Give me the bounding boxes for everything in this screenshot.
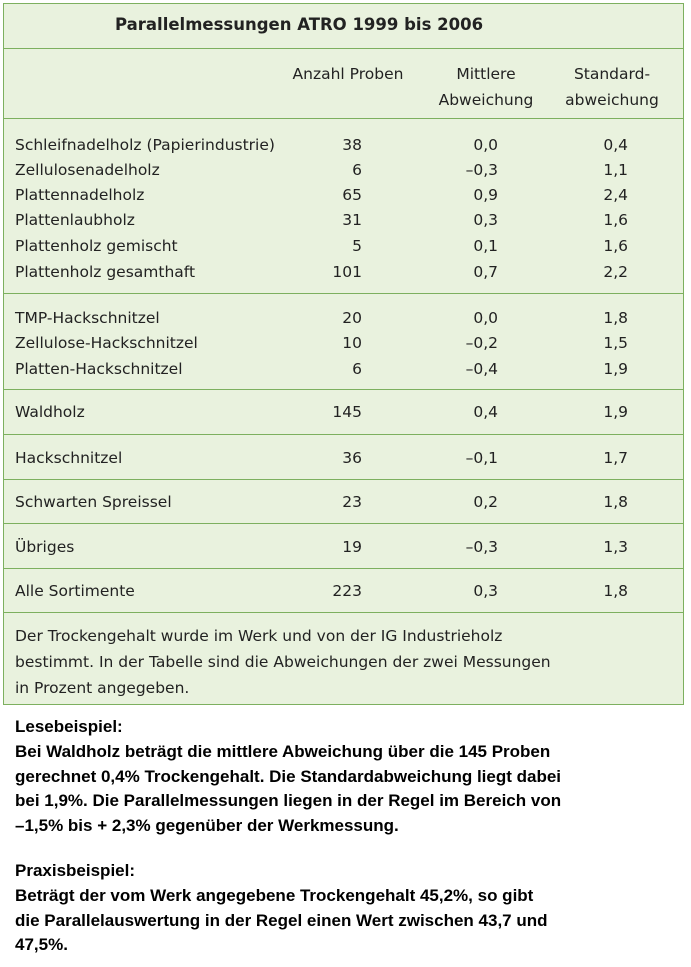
- cell: 1,9: [603, 403, 628, 421]
- cell: 145: [332, 403, 362, 421]
- row-label: Plattenholz gemischt: [15, 237, 178, 255]
- cell: 36: [342, 449, 362, 467]
- separator: [3, 479, 684, 480]
- separator: [3, 118, 684, 119]
- cell: 0,0: [473, 309, 498, 327]
- cell: 1,1: [603, 161, 628, 179]
- cell: –0,3: [465, 538, 498, 556]
- cell: 1,9: [603, 360, 628, 378]
- cell: 0,7: [473, 263, 498, 281]
- separator: [3, 48, 684, 49]
- separator: [3, 389, 684, 390]
- row-label: Schwarten Spreissel: [15, 493, 172, 511]
- row-label: Übriges: [15, 538, 75, 556]
- separator: [3, 293, 684, 294]
- cell: 19: [342, 538, 362, 556]
- example-text: 47,5%.: [15, 935, 68, 955]
- row-label: Platten-Hackschnitzel: [15, 360, 183, 378]
- cell: 2,4: [603, 186, 628, 204]
- cell: 1,6: [603, 237, 628, 255]
- example-heading: Lesebeispiel:: [15, 717, 123, 736]
- footnote: bestimmt. In der Tabelle sind die Abweic…: [15, 653, 551, 671]
- row-label: Alle Sortimente: [15, 582, 135, 600]
- footnote: in Prozent angegeben.: [15, 679, 190, 697]
- example-text: die Parallelauswertung in der Regel eine…: [15, 910, 548, 930]
- table-box: [3, 3, 684, 705]
- row-label: TMP-Hackschnitzel: [15, 309, 160, 327]
- cell: 65: [342, 186, 362, 204]
- cell: 0,3: [473, 582, 498, 600]
- column-header: Anzahl Proben: [292, 65, 404, 83]
- separator: [3, 523, 684, 524]
- cell: 1,8: [603, 582, 628, 600]
- cell: 23: [342, 493, 362, 511]
- cell: 0,0: [473, 136, 498, 154]
- cell: 6: [352, 161, 362, 179]
- cell: 38: [342, 136, 362, 154]
- cell: 1,7: [603, 449, 628, 467]
- cell: 223: [332, 582, 362, 600]
- cell: 1,5: [603, 334, 628, 352]
- row-label: Schleifnadelholz (Papierindustrie): [15, 136, 275, 154]
- cell: 1,8: [603, 309, 628, 327]
- cell: 5: [352, 237, 362, 255]
- row-label: Plattennadelholz: [15, 186, 145, 204]
- cell: 0,2: [473, 493, 498, 511]
- row-label: Waldholz: [15, 403, 85, 421]
- column-header: Mittlere: [456, 65, 516, 83]
- footnote: Der Trockengehalt wurde im Werk und von …: [15, 627, 503, 645]
- separator: [3, 568, 684, 569]
- example-text: bei 1,9%. Die Parallelmessungen liegen i…: [15, 791, 562, 811]
- example-text: Beträgt der vom Werk angegebene Trockeng…: [15, 886, 534, 905]
- cell: 6: [352, 360, 362, 378]
- cell: 1,8: [603, 493, 628, 511]
- cell: 0,4: [473, 403, 498, 421]
- column-header: Standard-: [573, 65, 651, 83]
- cell: 0,3: [473, 211, 498, 229]
- example-text: –1,5% bis + 2,3% gegenüber der Werkmessu…: [15, 816, 399, 836]
- cell: 101: [332, 263, 362, 281]
- cell: –0,1: [465, 449, 498, 467]
- cell: 31: [342, 211, 362, 229]
- example-text: gerechnet 0,4% Trockengehalt. Die Standa…: [15, 766, 562, 786]
- column-header: Abweichung: [438, 91, 534, 109]
- cell: 10: [342, 334, 362, 352]
- row-label: Hackschnitzel: [15, 449, 123, 467]
- row-label: Plattenholz gesamthaft: [15, 263, 196, 281]
- separator: [3, 434, 684, 435]
- cell: 1,6: [603, 211, 628, 229]
- table-title: Parallelmessungen ATRO 1999 bis 2006: [115, 15, 484, 34]
- row-label: Plattenlaubholz: [15, 211, 135, 229]
- cell: –0,3: [465, 161, 498, 179]
- column-header: abweichung: [565, 91, 659, 109]
- cell: 0,1: [473, 237, 498, 255]
- cell: 0,9: [473, 186, 498, 204]
- row-label: Zellulosenadelholz: [15, 161, 160, 179]
- example-text: Bei Waldholz beträgt die mittlere Abweic…: [15, 742, 551, 761]
- cell: –0,2: [465, 334, 498, 352]
- cell: 2,2: [603, 263, 628, 281]
- separator: [3, 612, 684, 613]
- example-heading: Praxisbeispiel:: [15, 861, 136, 880]
- cell: 0,4: [603, 136, 628, 154]
- cell: 20: [342, 309, 362, 327]
- cell: –0,4: [465, 360, 498, 378]
- row-label: Zellulose-Hackschnitzel: [15, 334, 198, 352]
- cell: 1,3: [603, 538, 628, 556]
